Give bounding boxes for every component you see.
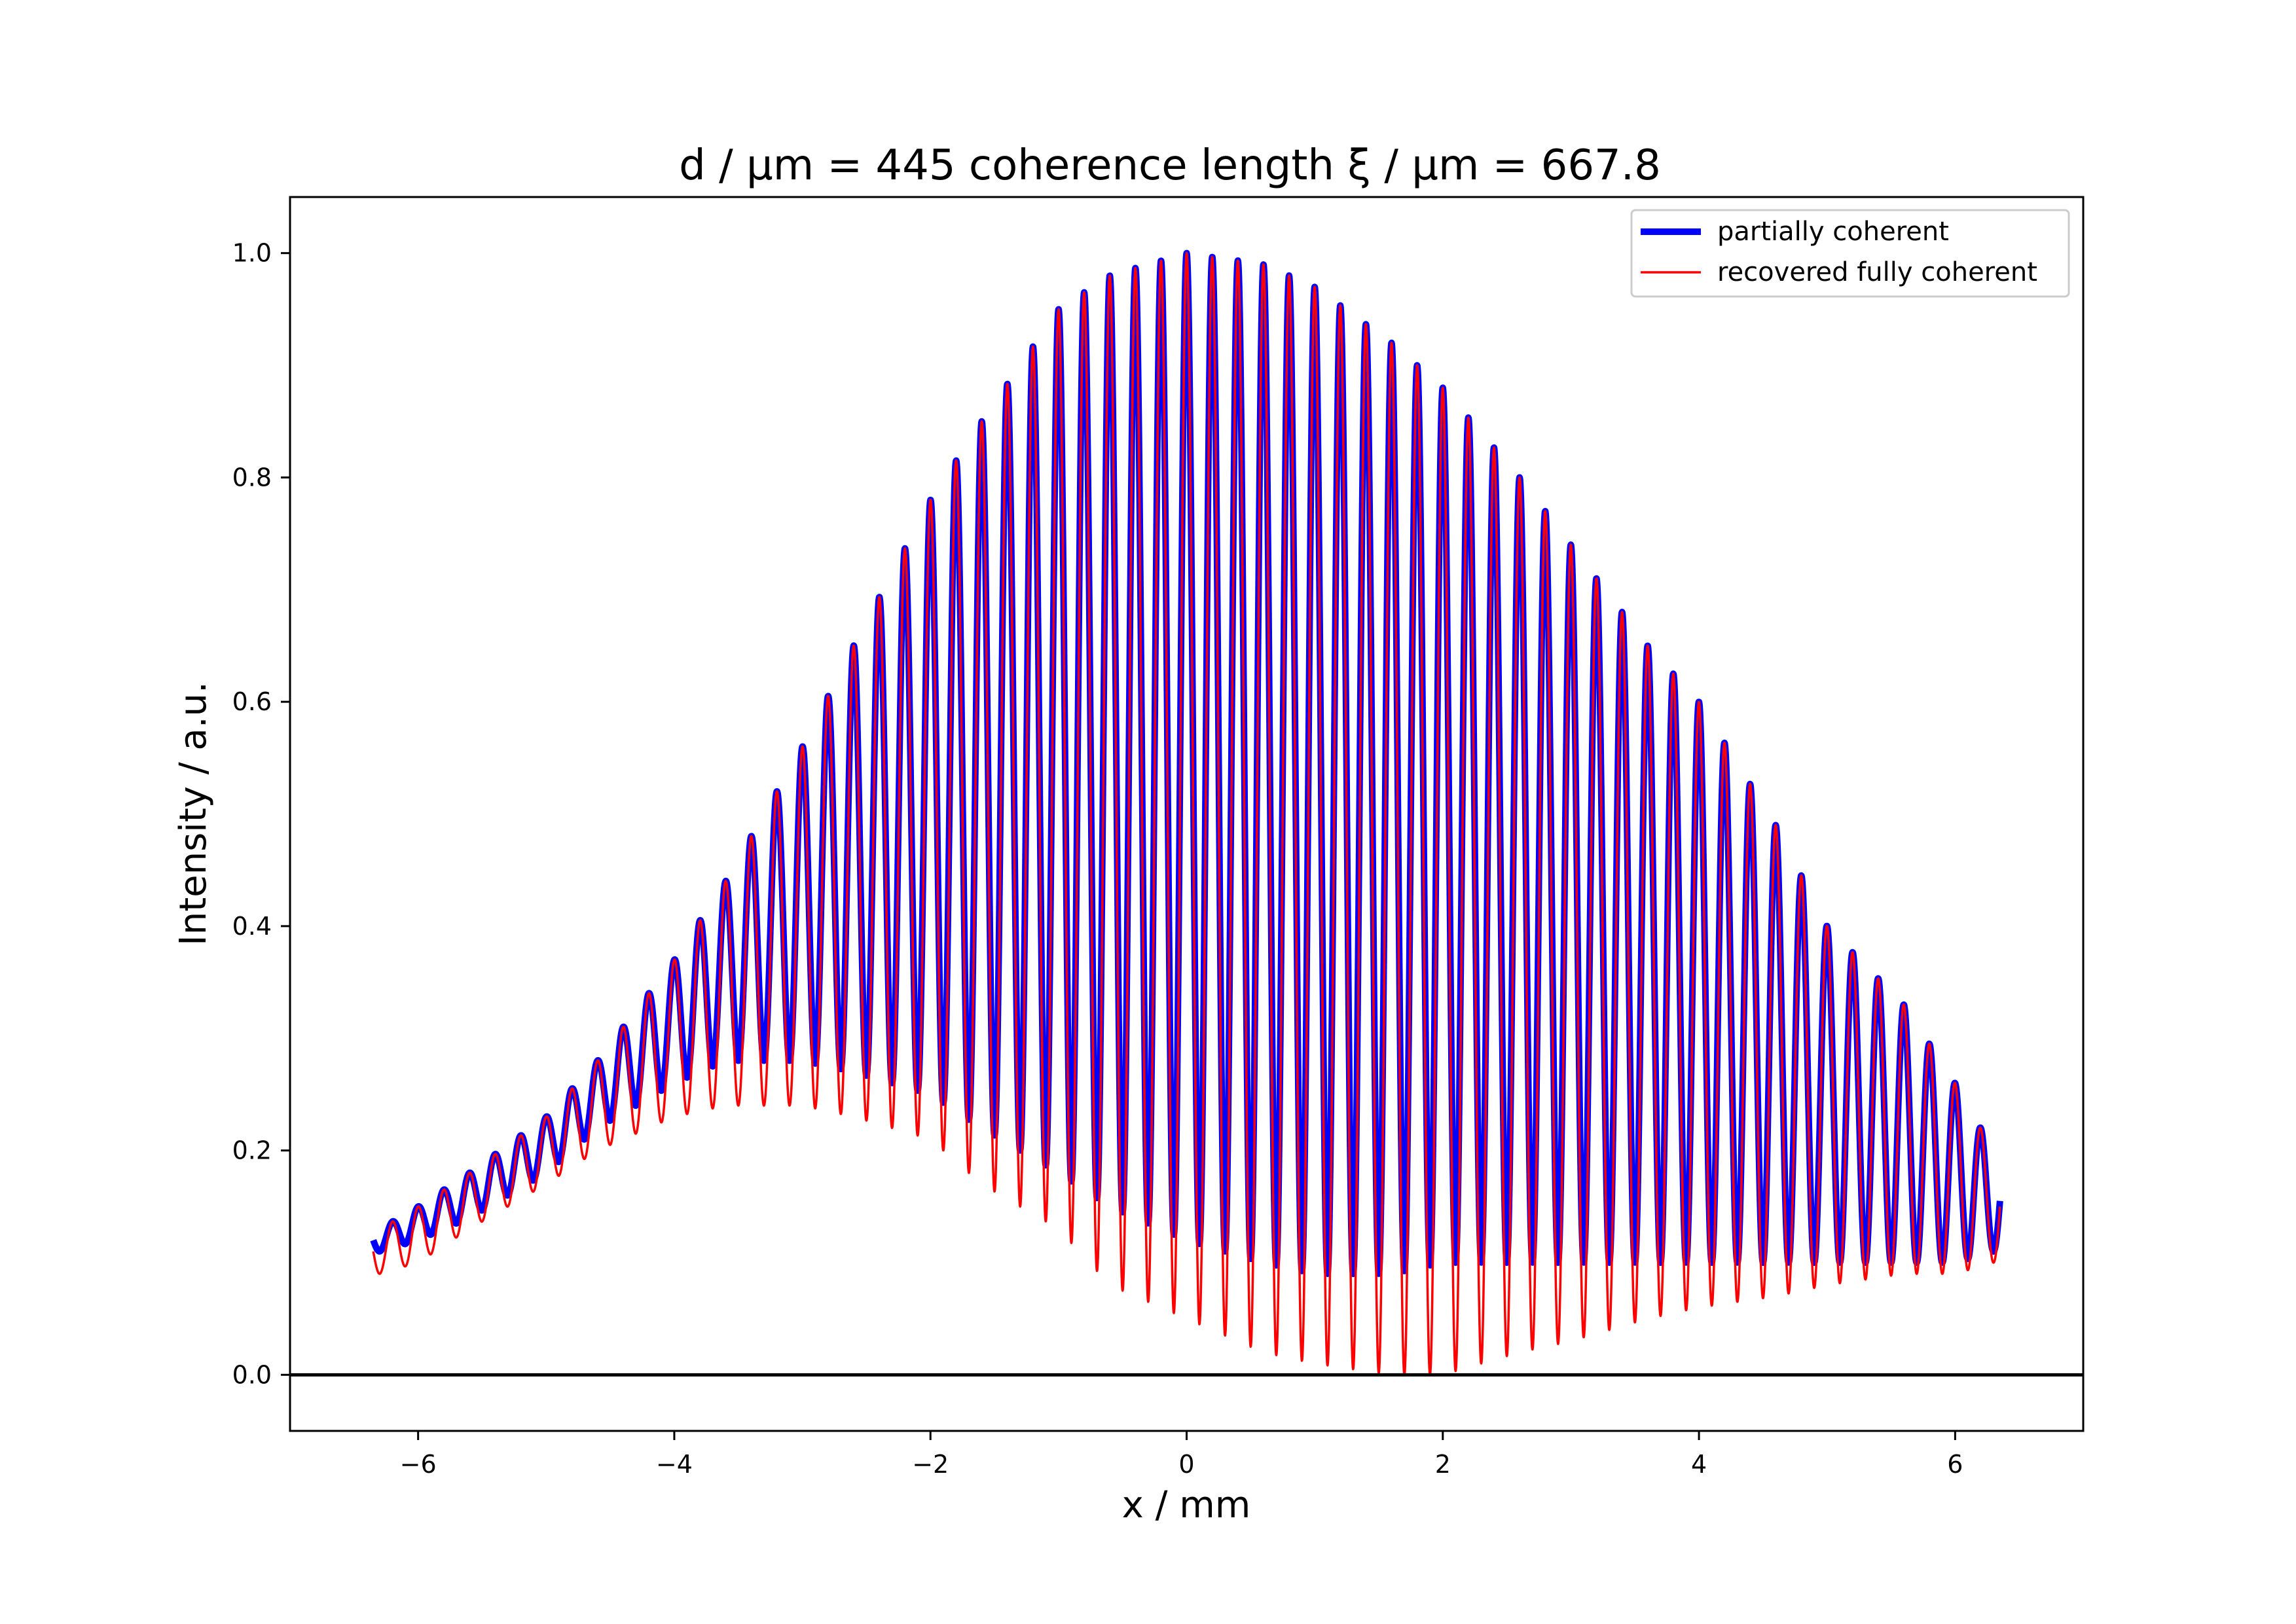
x-tick-label: 2 (1435, 1450, 1451, 1479)
legend-box (1630, 209, 2070, 298)
y-axis-ticks: 0.0 0.2 0.4 0.6 0.8 1.0 (232, 239, 290, 1389)
x-tick-label: 6 (1947, 1450, 1963, 1479)
legend-label-partially-coherent: partially coherent (1717, 217, 1949, 247)
y-tick-label: 0.2 (232, 1136, 272, 1165)
x-tick-label: 0 (1178, 1450, 1194, 1479)
x-tick-label: 4 (1691, 1450, 1707, 1479)
x-tick-label: −4 (656, 1450, 693, 1479)
series-line-recovered-fully-coherent (372, 251, 2001, 1377)
x-axis-ticks: −6 −4 −2 0 2 4 6 (400, 1431, 1963, 1479)
y-tick-label: 0.6 (232, 687, 272, 716)
y-tick-label: 0.8 (232, 463, 272, 492)
y-axis-label: Intensity / a.u. (172, 681, 215, 946)
y-tick-label: 0.0 (232, 1360, 272, 1389)
legend: partially coherent recovered fully coher… (1630, 209, 2070, 298)
plot-area (289, 196, 2085, 1432)
y-tick-label: 0.4 (232, 912, 272, 941)
x-tick-label: −2 (912, 1450, 949, 1479)
chart-title: d / μm = 445 coherence length ξ / μm = 6… (679, 141, 1661, 190)
y-tick-label: 1.0 (232, 239, 272, 268)
series-layer (370, 249, 2003, 1377)
x-tick-label: −6 (400, 1450, 437, 1479)
x-axis-label: x / mm (1122, 1484, 1251, 1526)
legend-label-recovered-fully-coherent: recovered fully coherent (1717, 257, 2037, 287)
